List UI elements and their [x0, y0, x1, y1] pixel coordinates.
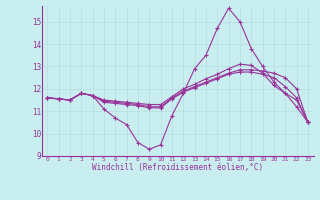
X-axis label: Windchill (Refroidissement éolien,°C): Windchill (Refroidissement éolien,°C) — [92, 163, 263, 172]
